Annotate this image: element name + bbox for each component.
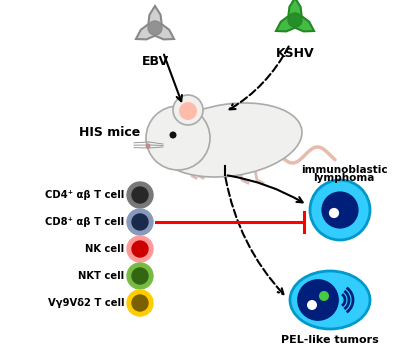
Circle shape	[127, 290, 153, 316]
Circle shape	[132, 268, 148, 284]
Text: KSHV: KSHV	[276, 47, 314, 60]
Text: NK cell: NK cell	[85, 244, 124, 254]
Circle shape	[319, 291, 329, 301]
Circle shape	[146, 106, 210, 170]
Text: CD4⁺ αβ T cell: CD4⁺ αβ T cell	[45, 190, 124, 200]
Circle shape	[310, 180, 370, 240]
Circle shape	[148, 21, 162, 35]
Circle shape	[132, 214, 148, 230]
Circle shape	[127, 263, 153, 289]
Circle shape	[127, 182, 153, 208]
Ellipse shape	[290, 271, 370, 329]
Circle shape	[146, 144, 150, 149]
Circle shape	[322, 192, 359, 229]
Text: lymphoma: lymphoma	[313, 173, 375, 183]
Circle shape	[173, 95, 203, 125]
Text: Vγ9Vδ2 T cell: Vγ9Vδ2 T cell	[48, 298, 124, 308]
Text: immunoblastic: immunoblastic	[301, 165, 387, 175]
Circle shape	[170, 131, 176, 139]
Circle shape	[179, 102, 197, 120]
Text: PEL-like tumors: PEL-like tumors	[281, 335, 379, 345]
Circle shape	[329, 208, 339, 218]
Circle shape	[132, 295, 148, 311]
Circle shape	[127, 236, 153, 262]
Circle shape	[132, 241, 148, 257]
Ellipse shape	[158, 103, 302, 177]
Text: NKT cell: NKT cell	[78, 271, 124, 281]
Polygon shape	[276, 0, 314, 32]
Circle shape	[297, 279, 339, 321]
Text: EBV: EBV	[142, 55, 168, 68]
Circle shape	[288, 13, 302, 27]
Polygon shape	[136, 6, 174, 39]
Text: HIS mice: HIS mice	[79, 126, 140, 140]
Text: CD8⁺ αβ T cell: CD8⁺ αβ T cell	[45, 217, 124, 227]
Circle shape	[132, 187, 148, 203]
Circle shape	[307, 300, 317, 310]
Circle shape	[127, 209, 153, 235]
